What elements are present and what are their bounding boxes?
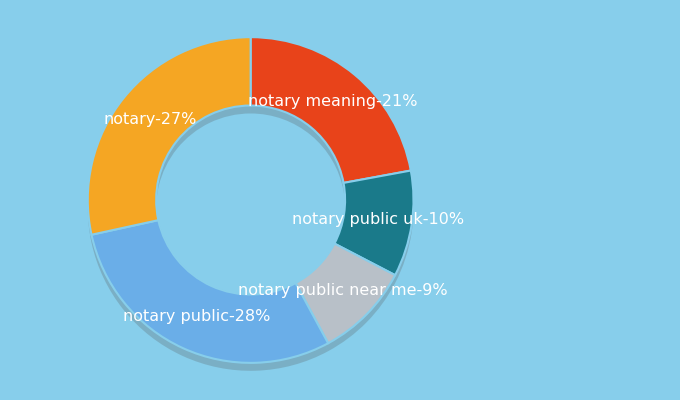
Text: notary meaning-21%: notary meaning-21% (248, 94, 418, 109)
Wedge shape (335, 178, 413, 283)
Text: notary public-28%: notary public-28% (123, 310, 271, 324)
Wedge shape (335, 170, 413, 275)
Wedge shape (251, 45, 411, 191)
Wedge shape (251, 37, 411, 183)
Wedge shape (88, 45, 251, 243)
Text: notary public near me-9%: notary public near me-9% (237, 283, 447, 298)
Text: notary public uk-10%: notary public uk-10% (292, 212, 464, 226)
Wedge shape (92, 220, 328, 363)
Wedge shape (296, 244, 395, 343)
Wedge shape (88, 37, 251, 235)
Text: notary-27%: notary-27% (104, 112, 197, 127)
Wedge shape (92, 228, 328, 371)
Wedge shape (296, 252, 395, 351)
